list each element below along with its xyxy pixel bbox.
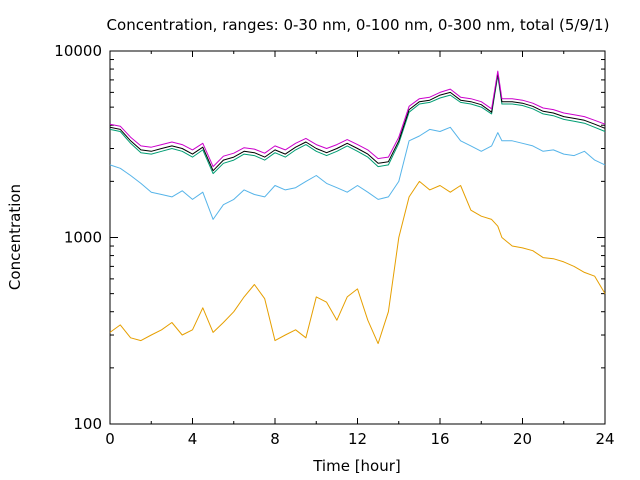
plot-frame — [109, 50, 606, 425]
y-tick-label: 100 — [73, 415, 102, 433]
x-tick-label: 12 — [348, 430, 367, 448]
axis-ticks: 0 4 8 12 16 20 24 100 1000 10000 — [54, 42, 614, 448]
series-line-5 — [109, 70, 606, 168]
series-layer — [109, 70, 606, 345]
x-tick-label: 0 — [105, 430, 115, 448]
x-tick-label: 4 — [188, 430, 198, 448]
chart-title: Concentration, ranges: 0-30 nm, 0-100 nm… — [107, 16, 610, 34]
x-axis-label: Time [hour] — [312, 457, 401, 475]
series-line-4 — [109, 72, 606, 172]
series-line-1 — [109, 180, 606, 345]
x-tick-label: 8 — [270, 430, 280, 448]
y-tick-label: 1000 — [64, 229, 102, 247]
x-tick-label: 24 — [595, 430, 614, 448]
x-tick-label: 20 — [513, 430, 532, 448]
x-tick-label: 16 — [430, 430, 449, 448]
series-line-2 — [109, 126, 606, 220]
y-tick-label: 10000 — [54, 42, 102, 60]
y-axis-label: Concentration — [6, 184, 24, 290]
series-line-3 — [109, 74, 606, 175]
